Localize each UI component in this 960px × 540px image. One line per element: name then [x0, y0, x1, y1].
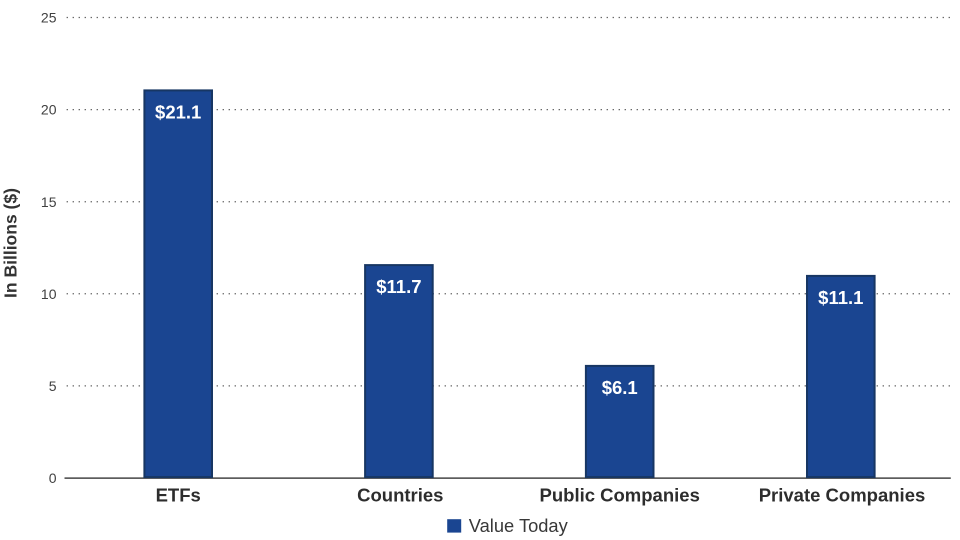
- svg-text:Private Companies: Private Companies: [759, 484, 926, 505]
- svg-text:$11.7: $11.7: [376, 276, 421, 297]
- svg-text:ETFs: ETFs: [156, 484, 201, 505]
- svg-text:$21.1: $21.1: [155, 101, 201, 122]
- svg-text:25: 25: [41, 10, 57, 26]
- svg-text:0: 0: [49, 470, 57, 486]
- svg-text:10: 10: [41, 286, 57, 302]
- svg-text:5: 5: [49, 378, 57, 394]
- svg-text:In Billions ($): In Billions ($): [0, 188, 20, 298]
- svg-text:$6.1: $6.1: [602, 377, 638, 398]
- svg-text:15: 15: [41, 194, 57, 210]
- svg-text:Countries: Countries: [357, 484, 443, 505]
- svg-text:20: 20: [41, 102, 57, 118]
- svg-text:Value Today: Value Today: [469, 515, 569, 536]
- svg-text:$11.1: $11.1: [818, 287, 863, 308]
- svg-text:Public Companies: Public Companies: [540, 484, 700, 505]
